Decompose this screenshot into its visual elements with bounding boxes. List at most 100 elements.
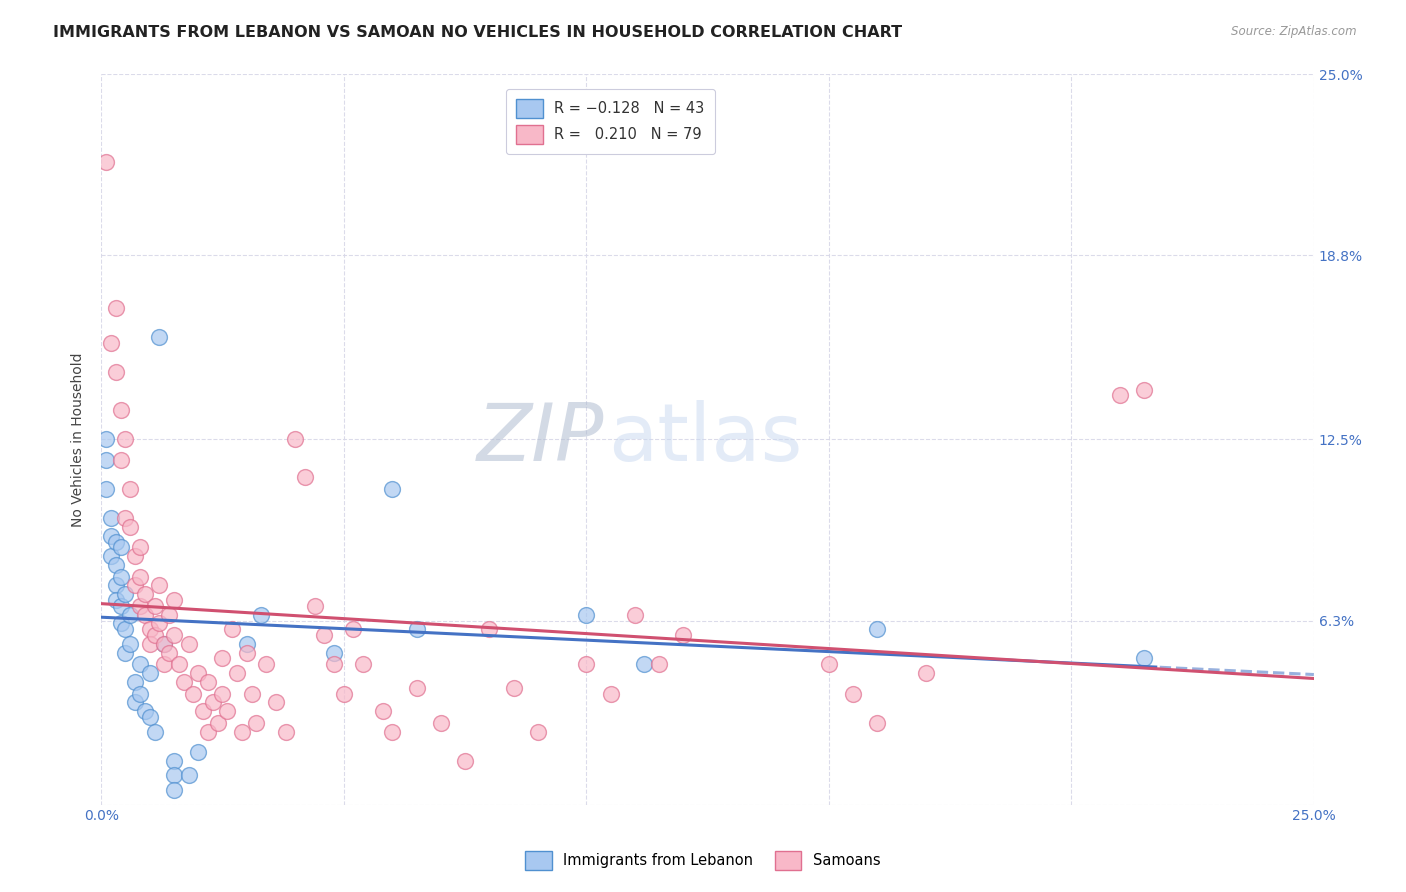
Point	[405, 622, 427, 636]
Point	[94, 154, 117, 169]
Point	[332, 687, 354, 701]
Point	[148, 330, 170, 344]
Point	[110, 616, 132, 631]
Point	[381, 724, 404, 739]
Point	[138, 710, 160, 724]
Point	[110, 403, 132, 417]
Point	[817, 657, 839, 672]
Point	[235, 637, 257, 651]
Point	[129, 657, 152, 672]
Point	[120, 637, 142, 651]
Point	[575, 607, 598, 622]
Point	[114, 622, 136, 636]
Point	[143, 724, 166, 739]
Point	[187, 745, 209, 759]
Point	[110, 599, 132, 613]
Point	[114, 433, 136, 447]
Point	[502, 681, 524, 695]
Point	[114, 646, 136, 660]
Point	[672, 628, 695, 642]
Point	[633, 657, 655, 672]
Point	[163, 768, 186, 782]
Point	[304, 599, 326, 613]
Point	[207, 715, 229, 730]
Point	[94, 433, 117, 447]
Point	[94, 482, 117, 496]
Point	[842, 687, 865, 701]
Point	[110, 541, 132, 555]
Point	[163, 628, 186, 642]
Text: ZIP: ZIP	[477, 401, 605, 478]
Point	[138, 637, 160, 651]
Point	[217, 704, 239, 718]
Point	[129, 541, 152, 555]
Point	[157, 646, 180, 660]
Point	[143, 628, 166, 642]
Point	[114, 587, 136, 601]
Point	[254, 657, 277, 672]
Point	[1108, 388, 1130, 402]
Point	[866, 622, 889, 636]
Point	[167, 657, 190, 672]
Point	[1133, 651, 1156, 665]
Point	[454, 754, 477, 768]
Point	[191, 704, 214, 718]
Point	[104, 301, 127, 315]
Point	[1133, 383, 1156, 397]
Point	[235, 646, 257, 660]
Point	[129, 599, 152, 613]
Point	[526, 724, 548, 739]
Point	[110, 452, 132, 467]
Point	[201, 695, 224, 709]
Point	[148, 578, 170, 592]
Point	[148, 616, 170, 631]
Point	[94, 452, 117, 467]
Point	[478, 622, 501, 636]
Point	[114, 511, 136, 525]
Legend: Immigrants from Lebanon, Samoans: Immigrants from Lebanon, Samoans	[519, 846, 887, 876]
Point	[211, 651, 233, 665]
Point	[429, 715, 451, 730]
Point	[163, 593, 186, 607]
Point	[177, 637, 200, 651]
Point	[221, 622, 243, 636]
Point	[153, 637, 176, 651]
Point	[294, 470, 316, 484]
Point	[129, 569, 152, 583]
Point	[264, 695, 287, 709]
Point	[124, 695, 146, 709]
Point	[250, 607, 273, 622]
Text: Source: ZipAtlas.com: Source: ZipAtlas.com	[1232, 25, 1357, 38]
Point	[134, 607, 156, 622]
Point	[120, 482, 142, 496]
Point	[124, 674, 146, 689]
Point	[405, 681, 427, 695]
Point	[211, 687, 233, 701]
Point	[183, 687, 205, 701]
Text: IMMIGRANTS FROM LEBANON VS SAMOAN NO VEHICLES IN HOUSEHOLD CORRELATION CHART: IMMIGRANTS FROM LEBANON VS SAMOAN NO VEH…	[53, 25, 903, 40]
Point	[245, 715, 267, 730]
Point	[197, 674, 219, 689]
Y-axis label: No Vehicles in Household: No Vehicles in Household	[72, 352, 86, 526]
Point	[124, 578, 146, 592]
Point	[100, 529, 122, 543]
Point	[231, 724, 253, 739]
Point	[323, 646, 346, 660]
Point	[342, 622, 364, 636]
Point	[274, 724, 297, 739]
Point	[648, 657, 671, 672]
Point	[352, 657, 374, 672]
Point	[153, 657, 176, 672]
Point	[197, 724, 219, 739]
Point	[100, 511, 122, 525]
Point	[914, 666, 936, 681]
Point	[284, 433, 307, 447]
Point	[104, 593, 127, 607]
Point	[134, 587, 156, 601]
Point	[173, 674, 195, 689]
Point	[143, 599, 166, 613]
Point	[177, 768, 200, 782]
Point	[623, 607, 645, 622]
Point	[163, 783, 186, 797]
Legend: R = −0.128   N = 43, R =   0.210   N = 79: R = −0.128 N = 43, R = 0.210 N = 79	[506, 88, 714, 153]
